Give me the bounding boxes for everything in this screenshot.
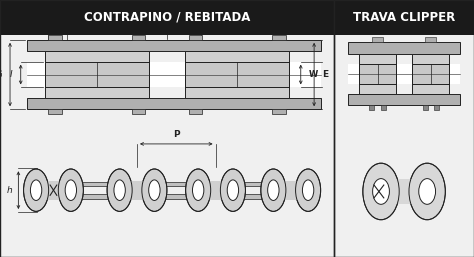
- Ellipse shape: [114, 180, 125, 200]
- Ellipse shape: [192, 180, 204, 200]
- Ellipse shape: [24, 169, 49, 211]
- Bar: [132, 35, 146, 40]
- Bar: [425, 37, 436, 42]
- Text: d: d: [55, 17, 61, 26]
- Bar: [189, 109, 202, 114]
- Bar: [45, 87, 149, 98]
- Ellipse shape: [261, 169, 286, 211]
- Bar: [48, 35, 62, 40]
- Ellipse shape: [409, 163, 446, 220]
- Bar: [359, 84, 396, 94]
- Bar: [132, 109, 146, 114]
- Ellipse shape: [186, 169, 211, 211]
- Bar: [45, 51, 149, 62]
- Ellipse shape: [302, 180, 314, 200]
- Bar: [348, 42, 460, 54]
- Text: CONTRAPINO / REBITADA: CONTRAPINO / REBITADA: [84, 11, 250, 24]
- Bar: [273, 109, 286, 114]
- Bar: [334, 0, 474, 35]
- Bar: [150, 194, 203, 199]
- Bar: [0, 0, 334, 35]
- Bar: [189, 35, 202, 40]
- Bar: [381, 105, 386, 110]
- Ellipse shape: [268, 180, 279, 200]
- Bar: [228, 194, 278, 199]
- Text: h: h: [7, 186, 13, 195]
- Bar: [372, 37, 383, 42]
- Bar: [45, 62, 149, 87]
- Text: W: W: [309, 70, 319, 79]
- Bar: [348, 64, 460, 84]
- Bar: [27, 62, 321, 87]
- Ellipse shape: [363, 163, 399, 220]
- Bar: [150, 181, 203, 187]
- Text: E: E: [322, 70, 328, 79]
- Text: I: I: [10, 70, 12, 79]
- Bar: [66, 181, 124, 187]
- Bar: [412, 84, 449, 94]
- Ellipse shape: [227, 180, 238, 200]
- Bar: [388, 179, 420, 204]
- Bar: [412, 54, 449, 64]
- Bar: [198, 181, 233, 199]
- Bar: [36, 181, 71, 199]
- Ellipse shape: [30, 180, 42, 200]
- Ellipse shape: [296, 169, 320, 211]
- Bar: [119, 181, 155, 199]
- Ellipse shape: [107, 169, 132, 211]
- Ellipse shape: [58, 169, 83, 211]
- Bar: [48, 109, 62, 114]
- Bar: [185, 51, 289, 62]
- Bar: [185, 87, 289, 98]
- Ellipse shape: [65, 180, 76, 200]
- Bar: [422, 105, 428, 110]
- Bar: [185, 62, 289, 87]
- Bar: [412, 64, 449, 84]
- Text: G: G: [0, 70, 2, 79]
- Bar: [27, 98, 321, 109]
- Text: P: P: [173, 130, 180, 139]
- Bar: [359, 54, 396, 64]
- Ellipse shape: [419, 179, 436, 204]
- Bar: [273, 181, 308, 199]
- Text: TRAVA CLIPPER: TRAVA CLIPPER: [353, 11, 455, 24]
- Text: D: D: [180, 17, 188, 26]
- Ellipse shape: [220, 169, 246, 211]
- Bar: [228, 181, 278, 187]
- Bar: [348, 94, 460, 105]
- Bar: [273, 35, 286, 40]
- Bar: [27, 40, 321, 51]
- Bar: [369, 105, 374, 110]
- Ellipse shape: [373, 179, 390, 204]
- Ellipse shape: [149, 180, 160, 200]
- Bar: [359, 64, 396, 84]
- Bar: [66, 194, 124, 199]
- Ellipse shape: [142, 169, 167, 211]
- Bar: [434, 105, 439, 110]
